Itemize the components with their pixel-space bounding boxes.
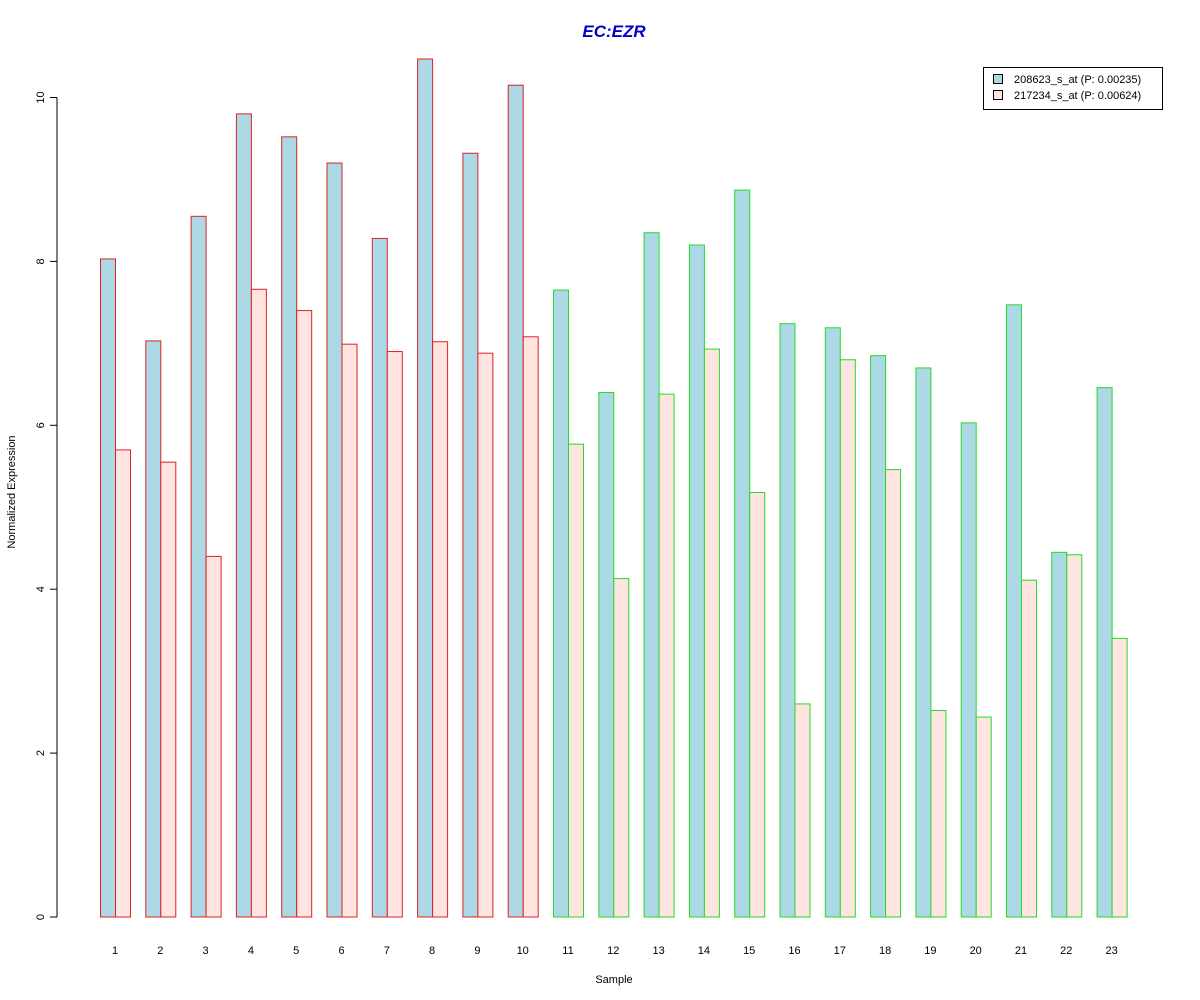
x-tick-label: 13 — [652, 945, 664, 957]
x-tick-label: 18 — [879, 945, 891, 957]
bar-series-1 — [417, 58, 434, 918]
bar-series-1 — [462, 152, 479, 918]
y-tick-label: 10 — [35, 91, 47, 103]
x-tick-labels: 1 2 3 4 5 6 7 8 9 10 11 12 13 14 15 16 17 18 19 20 21 22 23 — [112, 945, 1118, 957]
bar-series-1 — [960, 422, 977, 918]
bar-series-1 — [281, 136, 298, 918]
legend: 208623_s_at (P: 0.00235) 217234_s_at (P: … — [983, 67, 1163, 110]
x-tick-label: 8 — [429, 945, 435, 957]
legend-label: 208623_s_at (P: 0.00235) — [1014, 74, 1141, 86]
y-axis: 0 2 4 6 8 10 — [35, 91, 58, 920]
x-tick-label: 15 — [743, 945, 755, 957]
bar-series-2 — [885, 469, 902, 918]
bar-series-1 — [1096, 387, 1113, 918]
bar-series-2 — [432, 341, 449, 918]
bar-series-2 — [658, 393, 675, 918]
bars-group — [100, 58, 1128, 918]
legend-swatch — [993, 90, 1003, 100]
bar-series-2 — [250, 288, 267, 918]
bar-series-1 — [1051, 551, 1068, 918]
x-tick-label: 6 — [338, 945, 344, 957]
bar-series-2 — [341, 343, 358, 918]
bar-series-1 — [100, 258, 116, 918]
bar-series-2 — [749, 491, 766, 918]
bar-series-1 — [553, 289, 569, 918]
bar-series-1 — [235, 113, 252, 918]
bar-series-2 — [613, 578, 630, 918]
bar-series-2 — [386, 351, 403, 918]
bar-series-2 — [1111, 637, 1128, 918]
legend-swatch — [993, 74, 1003, 84]
y-axis-label: Normalized Expression — [6, 435, 18, 548]
bar-series-1 — [1006, 304, 1022, 918]
x-tick-label: 3 — [203, 945, 209, 957]
x-tick-label: 4 — [248, 945, 254, 957]
bar-series-2 — [477, 352, 494, 918]
x-tick-label: 16 — [788, 945, 800, 957]
bar-series-1 — [734, 189, 751, 918]
bar-series-1 — [507, 84, 524, 918]
x-tick-label: 11 — [562, 945, 573, 957]
y-tick-label: 6 — [35, 422, 47, 428]
bar-series-1 — [870, 355, 887, 918]
bar-series-2 — [975, 716, 992, 918]
y-tick-label: 2 — [35, 750, 47, 756]
legend-label: 217234_s_at (P: 0.00624) — [1014, 90, 1141, 102]
bar-series-1 — [145, 340, 162, 918]
x-tick-label: 12 — [607, 945, 619, 957]
bar-series-1 — [824, 327, 841, 918]
bar-series-2 — [522, 336, 539, 918]
bar-series-1 — [779, 323, 796, 918]
bar-series-2 — [1066, 554, 1083, 918]
x-tick-label: 9 — [474, 945, 480, 957]
bar-series-1 — [688, 244, 705, 918]
x-axis-label: Sample — [595, 974, 632, 986]
x-tick-label: 23 — [1105, 945, 1117, 957]
x-tick-label: 17 — [834, 945, 846, 957]
bar-series-2 — [205, 555, 222, 918]
bar-series-2 — [296, 310, 313, 918]
chart-title: EC:EZR — [582, 22, 646, 41]
x-tick-label: 1 — [112, 945, 118, 957]
bar-series-2 — [160, 461, 177, 918]
x-tick-label: 19 — [924, 945, 936, 957]
x-tick-label: 10 — [517, 945, 529, 957]
y-tick-label: 0 — [35, 914, 47, 920]
y-tick-label: 4 — [35, 586, 47, 592]
x-tick-label: 20 — [970, 945, 982, 957]
x-tick-label: 7 — [384, 945, 390, 957]
bar-series-1 — [190, 215, 207, 918]
bar-series-1 — [371, 237, 388, 918]
legend-box — [983, 67, 1163, 110]
bar-series-2 — [115, 449, 131, 918]
bar-series-2 — [703, 348, 720, 918]
x-tick-label: 5 — [293, 945, 299, 957]
bar-series-2 — [1021, 579, 1037, 918]
bar-series-1 — [643, 232, 660, 918]
bar-series-1 — [326, 162, 343, 918]
bar-series-2 — [839, 359, 856, 918]
bar-series-2 — [930, 709, 947, 918]
x-tick-label: 2 — [157, 945, 163, 957]
y-tick-label: 8 — [35, 258, 47, 264]
bar-series-2 — [794, 703, 811, 918]
x-tick-label: 21 — [1015, 945, 1027, 957]
bar-series-1 — [598, 392, 615, 918]
x-tick-label: 22 — [1060, 945, 1072, 957]
bar-series-1 — [915, 367, 932, 918]
x-tick-label: 14 — [698, 945, 710, 957]
bar-series-2 — [568, 443, 584, 918]
